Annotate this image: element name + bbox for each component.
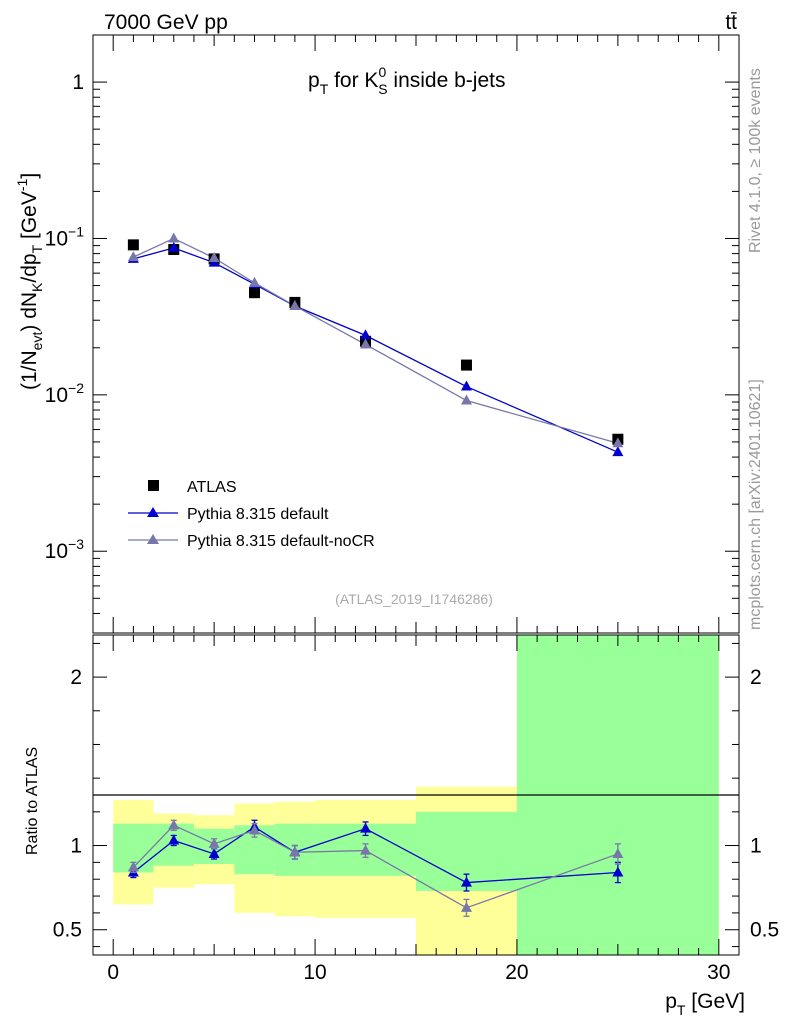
- main-point-pythia-8-315-default-nocr: [249, 276, 260, 287]
- main-point-atlas: [127, 239, 139, 251]
- legend-marker-atlas: [148, 480, 159, 491]
- legend-marker-nocr: [147, 534, 159, 544]
- ratio-point-pythia-8-315-default: [208, 847, 220, 858]
- x-tick-label: 30: [707, 961, 730, 984]
- ratio-point-pythia-8-315-default-nocr: [208, 837, 220, 848]
- ratio-point-pythia-8-315-default: [612, 866, 624, 877]
- main-y-tick-label: 1: [72, 71, 84, 94]
- main-point-pythia-8-315-default-nocr: [360, 338, 372, 349]
- ratio-point-pythia-8-315-default-nocr: [612, 847, 624, 858]
- ratio-x-ticks: 0 10 20 30: [92, 35, 740, 984]
- main-point-pythia-8-315-default-nocr: [460, 394, 472, 405]
- main-point-atlas: [460, 359, 472, 371]
- main-point-pythia-8-315-default: [612, 446, 624, 457]
- ratio-point-pythia-8-315-default-nocr: [127, 861, 139, 872]
- main-point-pythia-8-315-default-nocr: [208, 251, 220, 262]
- ratio-panel: 0.5 0.5 1 1 2 2 0 10 20 30 Ratio to ATLAS pT [Ge…: [24, 35, 779, 1018]
- ratio-point-pythia-8-315-default-nocr: [289, 846, 301, 857]
- legend-label-default: Pythia 8.315 default: [187, 506, 329, 523]
- x-tick-label: 0: [107, 961, 119, 984]
- x-tick-label: 20: [505, 961, 528, 984]
- ratio-y-tick-label-right: 0.5: [750, 919, 779, 942]
- ratio-point-pythia-8-315-default-nocr: [168, 819, 180, 830]
- main-point-pythia-8-315-default-nocr: [612, 437, 624, 448]
- main-y-tick-label: 10−3: [45, 536, 85, 563]
- main-y-tick-label: 10−2: [45, 380, 85, 407]
- energy-label: 7000 GeV pp: [104, 11, 228, 34]
- main-point-pythia-8-315-default-nocr: [289, 299, 301, 310]
- main-series: [127, 232, 624, 457]
- main-point-pythia-8-315-default: [460, 380, 472, 391]
- mcplots-label: mcplots.cern.ch [arXiv:2401.10621]: [747, 379, 764, 630]
- main-y-tick-label: 10−1: [45, 223, 85, 250]
- ratio-point-pythia-8-315-default: [360, 822, 372, 833]
- x-tick-label: 10: [303, 961, 326, 984]
- main-point-pythia-8-315-default: [168, 241, 180, 252]
- ratio-y-tick-label-right: 1: [750, 835, 762, 858]
- x-axis-label: pT [GeV]: [665, 990, 745, 1018]
- process-label: tt̄: [725, 11, 737, 34]
- main-y-axis-label: (1/Nevt) dNK/dpT [GeV-1]: [14, 173, 45, 390]
- analysis-tag: (ATLAS_2019_I1746286): [335, 591, 493, 607]
- legend-label-atlas: ATLAS: [187, 479, 237, 496]
- ratio-point-pythia-8-315-default-nocr: [460, 901, 472, 912]
- main-point-atlas: [249, 287, 260, 299]
- main-point-pythia-8-315-default-nocr: [127, 251, 139, 262]
- ratio-y-axis-label: Ratio to ATLAS: [24, 747, 41, 855]
- ratio-y-ticks: 0.5 0.5 1 1 2 2: [53, 642, 779, 948]
- ratio-y-tick-label-right: 2: [750, 666, 762, 689]
- ratio-y-tick-label: 2: [70, 666, 82, 689]
- ratio-y-tick-label: 1: [70, 835, 82, 858]
- main-y-ticks: 10−3 10−2 10−1 1: [45, 34, 739, 634]
- ratio-point-pythia-8-315-default: [460, 876, 472, 887]
- main-point-pythia-8-315-default: [360, 329, 372, 340]
- ratio-y-tick-label: 0.5: [53, 919, 82, 942]
- ratio-line-pythia-8-315-default-nocr: [132, 824, 619, 909]
- main-line-pythia-8-315-default-nocr: [133, 237, 619, 444]
- main-title: pT for K0 S inside b-jets: [308, 64, 505, 97]
- ratio-point-pythia-8-315-default-nocr: [360, 844, 372, 855]
- ratio-point-pythia-8-315-default-nocr: [249, 824, 260, 835]
- main-panel: 10−3 10−2 10−1 1 pT for K0 S inside b-jets (…: [14, 34, 740, 634]
- ratio-series: [127, 819, 624, 917]
- legend-label-nocr: Pythia 8.315 default-noCR: [187, 533, 375, 550]
- legend-marker-default: [147, 507, 159, 517]
- ratio-line-pythia-8-315-default: [132, 826, 618, 884]
- main-point-pythia-8-315-default-nocr: [168, 232, 180, 243]
- ratio-point-pythia-8-315-default: [168, 834, 180, 845]
- legend: ATLAS Pythia 8.315 default Pythia 8.315 …: [128, 479, 375, 550]
- rivet-label: Rivet 4.1.0, ≥ 100k events: [747, 68, 764, 253]
